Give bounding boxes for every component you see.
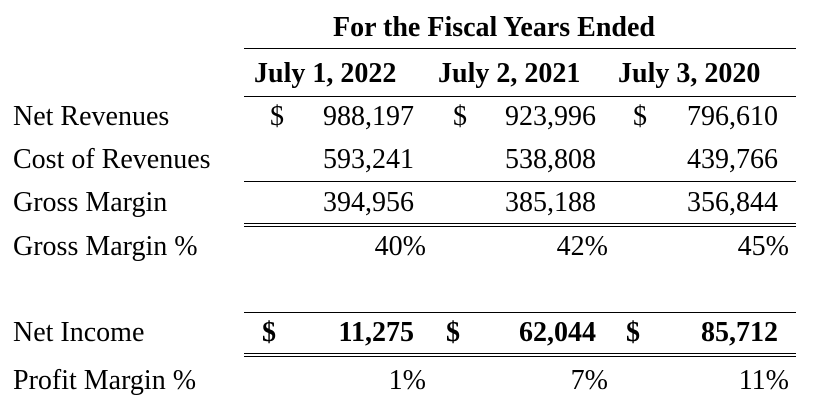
net-income-top-rule: [244, 312, 796, 313]
value-profit-margin-percent-2021: 7%: [570, 365, 608, 396]
value-profit-margin-percent-2022: 1%: [388, 365, 426, 396]
value-cost-of-revenues-2021: 538,808: [505, 144, 596, 175]
value-gross-margin-percent-2020: 45%: [737, 231, 789, 262]
total-double-rule: [244, 223, 796, 227]
row-label-net-income: Net Income: [13, 317, 145, 348]
value-net-income-2020: 85,712: [701, 317, 778, 348]
currency-symbol: $: [270, 101, 284, 132]
value-gross-margin-percent-2022: 40%: [374, 231, 426, 262]
table-group-title: For the Fiscal Years Ended: [333, 12, 655, 43]
column-header-rule: [244, 96, 796, 97]
currency-symbol: $: [262, 317, 276, 348]
subtotal-rule: [244, 181, 796, 182]
column-header-2021: July 2, 2021: [438, 58, 581, 89]
header-rule: [244, 48, 796, 49]
row-label-gross-margin-percent: Gross Margin %: [13, 231, 198, 262]
column-header-2022: July 1, 2022: [254, 58, 397, 89]
currency-symbol: $: [626, 317, 640, 348]
net-income-double-rule: [244, 353, 796, 357]
value-net-revenues-2021: 923,996: [505, 101, 596, 132]
currency-symbol: $: [633, 101, 647, 132]
currency-symbol: $: [446, 317, 460, 348]
value-net-revenues-2022: 988,197: [323, 101, 414, 132]
row-label-gross-margin: Gross Margin: [13, 187, 168, 218]
column-header-2020: July 3, 2020: [618, 58, 761, 89]
currency-symbol: $: [453, 101, 467, 132]
value-gross-margin-2020: 356,844: [687, 187, 778, 218]
value-gross-margin-percent-2021: 42%: [556, 231, 608, 262]
row-label-net-revenues: Net Revenues: [13, 101, 170, 132]
row-label-cost-of-revenues: Cost of Revenues: [13, 144, 211, 175]
value-net-income-2022: 11,275: [338, 317, 414, 348]
value-net-income-2021: 62,044: [519, 317, 596, 348]
value-gross-margin-2021: 385,188: [505, 187, 596, 218]
value-profit-margin-percent-2020: 11%: [738, 365, 789, 396]
value-cost-of-revenues-2020: 439,766: [687, 144, 778, 175]
value-gross-margin-2022: 394,956: [323, 187, 414, 218]
value-net-revenues-2020: 796,610: [687, 101, 778, 132]
row-label-profit-margin-percent: Profit Margin %: [13, 365, 197, 396]
value-cost-of-revenues-2022: 593,241: [323, 144, 414, 175]
